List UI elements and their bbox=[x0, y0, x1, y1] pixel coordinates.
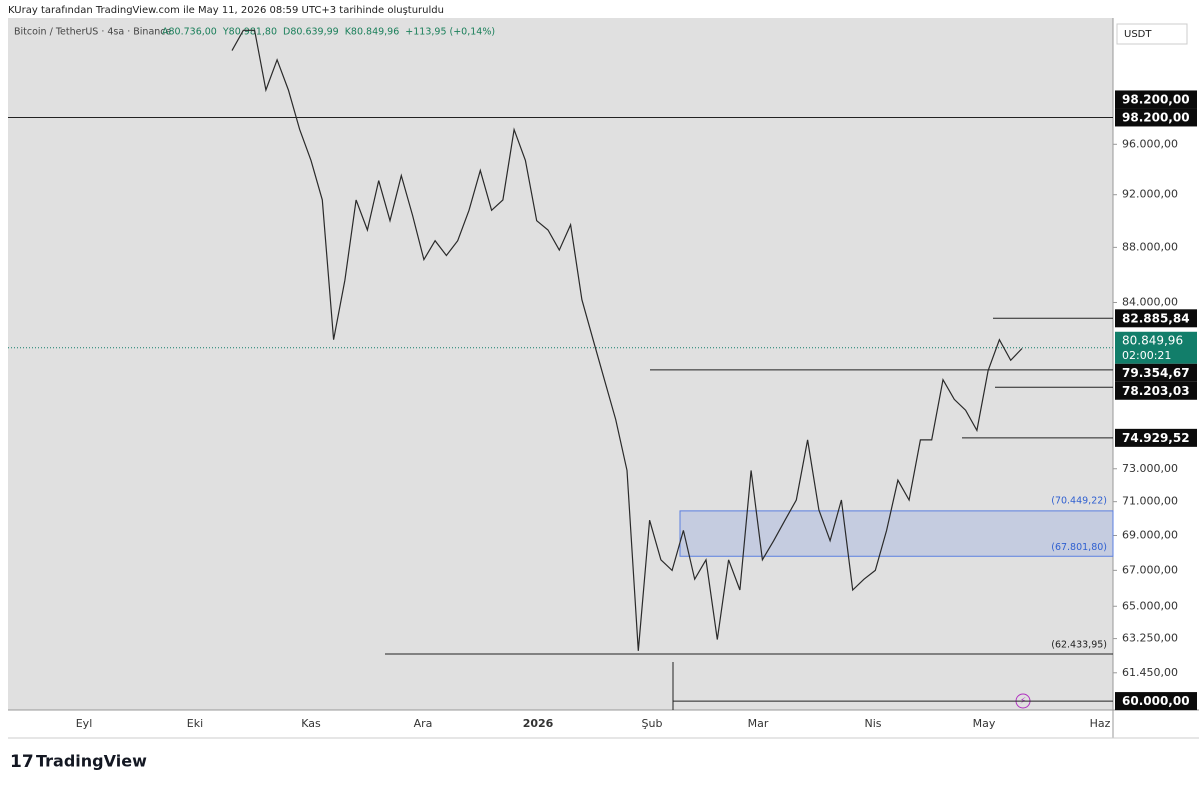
level-box bbox=[1115, 692, 1197, 711]
level-box bbox=[1115, 381, 1197, 400]
level-box bbox=[1115, 363, 1197, 382]
y-tick-label: 88.000,00 bbox=[1122, 240, 1178, 253]
y-tick-label: 65.000,00 bbox=[1122, 599, 1178, 612]
zone-top-label: (70.449,22) bbox=[1051, 495, 1107, 506]
x-tick-label: Nis bbox=[864, 717, 881, 730]
y-tick-label: 73.000,00 bbox=[1122, 462, 1178, 475]
x-tick-label: Kas bbox=[301, 717, 321, 730]
ohlc-value: D80.639,99 bbox=[283, 27, 339, 38]
level-box bbox=[1115, 90, 1197, 109]
level-box bbox=[1115, 108, 1197, 127]
symbol-title: Bitcoin / TetherUS · 4sa · Binance bbox=[14, 27, 172, 38]
currency: USDT bbox=[1124, 29, 1152, 40]
x-tick-label: Eyl bbox=[76, 717, 93, 730]
x-tick-label: Mar bbox=[748, 717, 769, 730]
x-tick-label: Haz bbox=[1090, 717, 1111, 730]
countdown: 02:00:21 bbox=[1122, 349, 1171, 362]
support-label: (62.433,95) bbox=[1051, 639, 1107, 650]
plot-background bbox=[8, 18, 1113, 710]
ohlc-value: A80.736,00 bbox=[162, 27, 217, 38]
y-tick-label: 96.000,00 bbox=[1122, 137, 1178, 150]
ohlc-value: Y80.981,80 bbox=[222, 27, 277, 38]
x-tick-label: 2026 bbox=[523, 717, 554, 730]
attribution: KUray tarafından TradingView.com ile May… bbox=[8, 5, 444, 16]
currency-box[interactable] bbox=[1116, 23, 1188, 45]
current-price-label: 80.849,96 bbox=[1122, 333, 1183, 347]
y-tick-label: 67.000,00 bbox=[1122, 563, 1178, 576]
ohlc-value: K80.849,96 bbox=[345, 27, 400, 38]
ohlc-value: +113,95 (+0,14%) bbox=[405, 27, 495, 38]
zone bbox=[679, 510, 1114, 557]
level-label: 79.354,67 bbox=[1122, 366, 1190, 380]
y-tick-label: 69.000,00 bbox=[1122, 529, 1178, 542]
x-tick-label: Eki bbox=[187, 717, 203, 730]
y-tick-label: 61.450,00 bbox=[1122, 666, 1178, 679]
y-tick-label: 92.000,00 bbox=[1122, 188, 1178, 201]
current-price-box bbox=[1115, 331, 1197, 364]
x-tick-label: Şub bbox=[642, 717, 663, 730]
zone-bottom-label: (67.801,80) bbox=[1051, 542, 1107, 553]
level-label: 82.885,84 bbox=[1122, 311, 1190, 325]
level-label: 98.200,00 bbox=[1122, 110, 1190, 124]
x-tick-label: May bbox=[973, 717, 996, 730]
level-box bbox=[1115, 428, 1197, 447]
brand[interactable]: TradingView bbox=[36, 752, 147, 771]
price-line bbox=[231, 29, 1023, 651]
level-label: 74.929,52 bbox=[1122, 431, 1190, 445]
y-tick-label: 63.250,00 bbox=[1122, 632, 1178, 645]
level-label: 78.203,03 bbox=[1122, 384, 1190, 398]
level-label: 60.000,00 bbox=[1122, 694, 1190, 708]
y-tick-label: 71.000,00 bbox=[1122, 495, 1178, 508]
level-label: 98.200,00 bbox=[1122, 92, 1190, 106]
level-box bbox=[1115, 309, 1197, 328]
brand-logo[interactable]: 17 bbox=[10, 752, 34, 772]
y-tick-label: 84.000,00 bbox=[1122, 295, 1178, 308]
x-tick-label: Ara bbox=[414, 717, 433, 730]
